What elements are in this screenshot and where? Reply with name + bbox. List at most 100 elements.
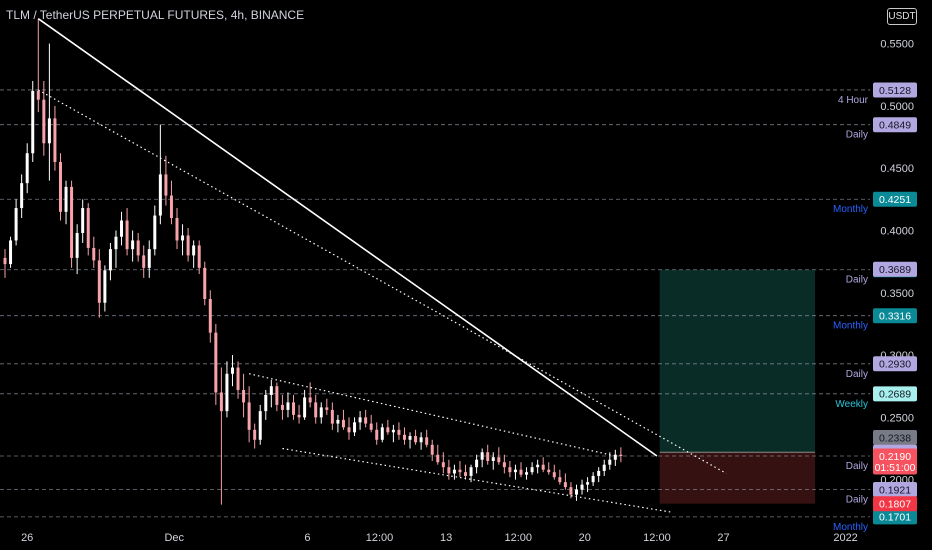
level-badge-bg bbox=[873, 386, 917, 402]
candle-body bbox=[491, 457, 495, 461]
level-badge: 0.2689 bbox=[879, 389, 911, 401]
candle-body bbox=[475, 459, 479, 468]
candle-body bbox=[513, 469, 517, 473]
price-tick-label: 0.5000 bbox=[880, 101, 914, 113]
candle-body bbox=[508, 467, 512, 473]
candle-body bbox=[353, 422, 357, 433]
level-badge-bg bbox=[873, 308, 917, 324]
time-tick-label: 20 bbox=[579, 532, 591, 544]
candle-body bbox=[364, 417, 368, 424]
candle-body bbox=[81, 208, 85, 233]
candle-body bbox=[613, 454, 617, 460]
time-tick-label: 27 bbox=[717, 532, 729, 544]
candle-body bbox=[464, 472, 468, 476]
candle-body bbox=[225, 373, 229, 412]
candle-body bbox=[192, 245, 196, 256]
candle-body bbox=[297, 414, 301, 418]
time-tick-label: 6 bbox=[304, 532, 310, 544]
level-label: Daily bbox=[846, 275, 868, 286]
currency-button[interactable]: USDT bbox=[887, 8, 917, 25]
level-badge: 0.2930 bbox=[879, 359, 911, 371]
candle-body bbox=[591, 475, 595, 483]
level-label: Daily bbox=[846, 369, 868, 380]
candle-body bbox=[569, 487, 573, 495]
profit-zone bbox=[659, 269, 816, 453]
position-badge: 0.1807 bbox=[879, 499, 911, 511]
candle-body bbox=[108, 249, 112, 271]
price-tick-label: 0.4500 bbox=[880, 163, 914, 175]
candle-body bbox=[264, 394, 268, 412]
trendlines[interactable] bbox=[37, 18, 727, 513]
position-badge: 0.3689 bbox=[879, 264, 911, 276]
candle-body bbox=[219, 392, 223, 412]
candle-body bbox=[303, 397, 307, 418]
candle-body bbox=[25, 153, 29, 184]
level-badge: 0.5128 bbox=[879, 85, 911, 97]
level-label: Monthly bbox=[833, 522, 868, 533]
price-tick-label: 0.5500 bbox=[880, 39, 914, 51]
time-tick-label: 12:00 bbox=[504, 532, 532, 544]
candle-body bbox=[525, 472, 529, 475]
candle-body bbox=[153, 215, 157, 250]
candle-body bbox=[608, 459, 612, 465]
candle-body bbox=[242, 389, 246, 403]
candle-body bbox=[547, 469, 551, 473]
candle-body bbox=[20, 183, 24, 209]
candle-body bbox=[336, 419, 340, 424]
price-tick-label: 0.2500 bbox=[880, 412, 914, 424]
candle-body bbox=[103, 270, 107, 303]
candle-body bbox=[36, 90, 40, 100]
candle-body bbox=[58, 161, 62, 212]
level-badge-bg bbox=[873, 82, 917, 98]
candle-body bbox=[486, 452, 490, 461]
candle-body bbox=[375, 429, 379, 440]
candle-body bbox=[425, 437, 429, 445]
candle-body bbox=[147, 249, 151, 268]
candle-body bbox=[386, 427, 390, 433]
candle-body bbox=[602, 464, 606, 471]
candle-body bbox=[414, 436, 418, 443]
candle-body bbox=[430, 444, 434, 455]
candle-body bbox=[275, 386, 279, 405]
current-price-badge-bg bbox=[873, 448, 917, 475]
level-badge-bg bbox=[873, 191, 917, 207]
candle-body bbox=[258, 411, 262, 440]
candle-body bbox=[563, 482, 567, 488]
level-badge: 0.1921 bbox=[879, 484, 911, 496]
trendline bbox=[37, 89, 727, 474]
level-badge: 0.3316 bbox=[879, 311, 911, 323]
candle-body bbox=[358, 417, 362, 423]
candle-body bbox=[203, 267, 207, 300]
candle-body bbox=[552, 472, 556, 478]
candle-body bbox=[247, 402, 251, 430]
candle-body bbox=[341, 419, 345, 428]
loss-zone bbox=[659, 452, 816, 504]
candle-body bbox=[347, 427, 351, 433]
candle-body bbox=[64, 186, 68, 212]
price-tick-label: 0.3500 bbox=[880, 288, 914, 300]
candle-body bbox=[114, 236, 118, 250]
candle-body bbox=[380, 427, 384, 440]
time-tick-label: 12:00 bbox=[366, 532, 394, 544]
horizontal-levels bbox=[0, 89, 870, 518]
candle-body bbox=[158, 174, 162, 216]
candle-body bbox=[330, 409, 334, 424]
level-badge-bg bbox=[873, 481, 917, 497]
long-position-tool[interactable] bbox=[659, 269, 816, 504]
candle-body bbox=[3, 257, 7, 265]
price-axis[interactable]: 0.55000.50000.45000.40000.35000.30000.25… bbox=[872, 0, 932, 550]
level-label: Monthly bbox=[833, 204, 868, 215]
position-badge-bg bbox=[873, 430, 917, 446]
candle-body bbox=[169, 195, 173, 219]
candle-body bbox=[447, 467, 451, 474]
candle-body bbox=[253, 429, 257, 440]
time-tick-label: 2022 bbox=[833, 532, 857, 544]
candle-body bbox=[480, 452, 484, 460]
candle-body bbox=[86, 208, 90, 248]
time-axis[interactable]: 26 Dec 6 12:00 13 12:00 20 12:00 27 2022 bbox=[21, 532, 858, 544]
candle-body bbox=[436, 454, 440, 463]
candle-body bbox=[369, 423, 373, 430]
candle-body bbox=[236, 367, 240, 390]
candle-body bbox=[14, 208, 18, 241]
